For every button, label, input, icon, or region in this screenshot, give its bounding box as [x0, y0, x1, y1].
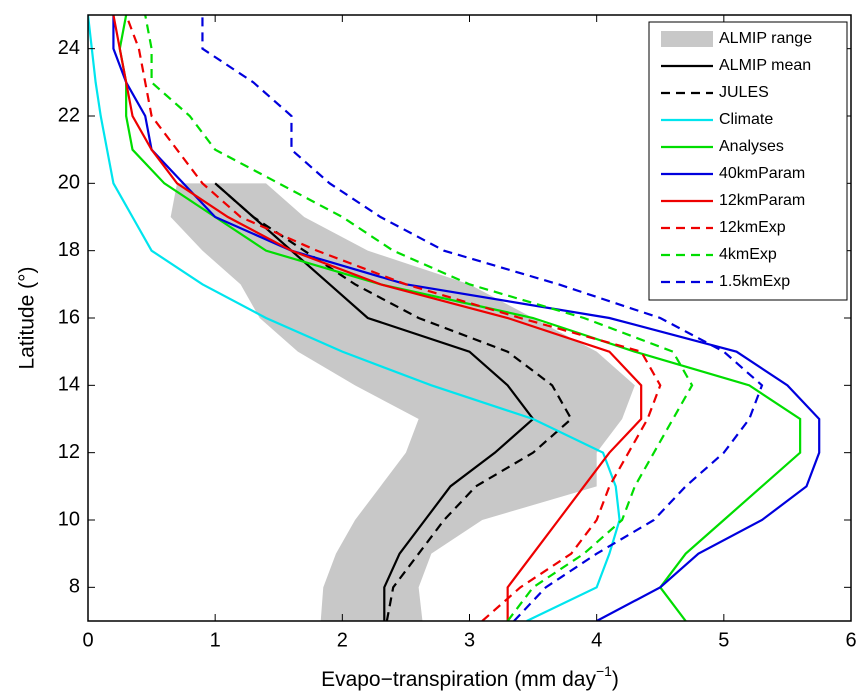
x-axis-label: Evapo−transpiration (mm day−1) — [321, 663, 619, 691]
series-line — [201, 15, 764, 621]
y-tick-label: 8 — [69, 576, 80, 598]
series-line — [88, 15, 621, 621]
legend-label: 12kmParam — [719, 192, 805, 209]
y-tick-label: 16 — [58, 306, 80, 328]
y-tick-label: 24 — [58, 37, 80, 59]
x-tick-label: 0 — [82, 629, 93, 651]
series-line — [112, 15, 643, 621]
x-label-text: Evapo−transpiration (mm day — [321, 668, 596, 691]
y-tick-label: 10 — [58, 508, 80, 530]
x-tick-label: 5 — [718, 629, 729, 651]
x-tick-label: 3 — [464, 629, 475, 651]
legend-label: 40kmParam — [719, 165, 805, 182]
plot-area — [88, 15, 821, 621]
x-label-superscript: −1 — [596, 663, 612, 679]
legend-label: Analyses — [719, 138, 784, 155]
legend-label: ALMIP mean — [719, 57, 811, 74]
series-line — [214, 182, 535, 621]
series-line — [118, 15, 802, 621]
legend-label: 1.5kmExp — [719, 273, 790, 290]
legend-label: JULES — [719, 84, 769, 101]
x-tick-label: 6 — [845, 629, 856, 651]
x-tick-label: 1 — [210, 629, 221, 651]
series-line — [214, 182, 573, 621]
y-axis-label: Latitude (°) — [16, 267, 39, 370]
series-line — [125, 15, 662, 621]
series-line — [144, 15, 694, 621]
legend-label: 12kmExp — [719, 219, 786, 236]
y-tick-label: 12 — [58, 441, 80, 463]
x-tick-label: 2 — [337, 629, 348, 651]
x-label-close: ) — [612, 668, 619, 691]
range-band — [170, 183, 635, 621]
legend-label: 4kmExp — [719, 246, 777, 263]
legend-box — [648, 21, 848, 301]
y-tick-label: 14 — [58, 374, 80, 396]
legend-swatch — [661, 31, 713, 47]
legend-label: Climate — [719, 111, 773, 128]
legend-label: ALMIP range — [719, 30, 812, 47]
y-tick-label: 18 — [58, 239, 80, 261]
y-tick-label: 22 — [58, 104, 80, 126]
series-line — [112, 15, 821, 621]
y-tick-label: 20 — [58, 172, 80, 194]
x-tick-label: 4 — [591, 629, 602, 651]
